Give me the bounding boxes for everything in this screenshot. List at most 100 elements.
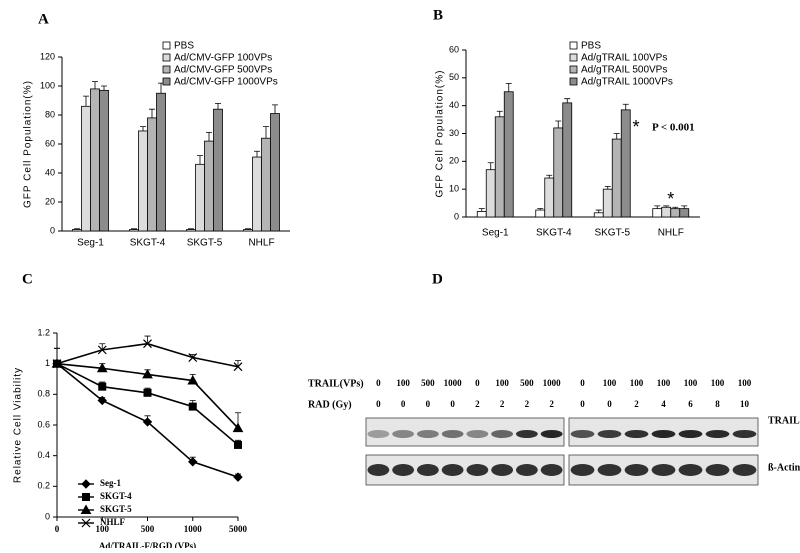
data-point [98,382,107,391]
lane-label: 2 [525,399,530,409]
band [705,430,730,438]
band [732,464,757,476]
lane-label: 0 [401,399,406,409]
lane-label: 100 [657,378,671,388]
bar [593,212,604,218]
band [624,430,649,438]
legend-swatch [569,77,578,86]
lane-label: 100 [630,378,644,388]
x-tick-label: SKGT-4 [536,228,572,239]
y-tick-label: 0 [50,225,55,235]
legend-label: PBS [581,41,601,52]
lane-label: 0 [426,399,431,409]
bar [99,89,109,232]
y-tick-label: 50 [449,72,459,82]
bar [156,92,166,232]
data-point [142,368,153,379]
error-bar [74,228,80,230]
error-bar [505,83,512,92]
error-bar [496,110,503,117]
bar [90,88,100,232]
lane-label: 2 [634,399,639,409]
data-point [187,375,199,385]
panel-letter: D [432,271,443,287]
legend-swatch [162,65,171,74]
legend-swatch [569,41,578,50]
row-label: TRAIL(VPs) [308,378,364,389]
legend-label: Ad/gTRAIL 1000VPs [581,77,673,88]
y-tick-label: 0 [45,511,50,521]
bar [213,108,223,232]
y-tick-label: 40 [449,100,459,110]
bar [261,137,271,232]
band [416,464,439,476]
lane-label: 8 [715,399,720,409]
y-tick-label: 20 [45,196,55,206]
panel-letter: B [433,7,443,23]
y-tick-label: 30 [449,128,459,138]
error-bar [206,132,212,142]
error-bar [546,174,553,179]
y-tick-label: 10 [449,184,459,194]
error-bar [215,103,221,110]
data-point [188,402,197,411]
band [705,464,730,476]
data-point [97,345,107,355]
y-tick-label: 60 [45,138,55,148]
y-tick-label: 0 [454,211,459,221]
error-bar [613,133,620,140]
panel-letter: A [38,11,49,27]
band [678,430,703,438]
bar [72,229,82,232]
x-tick-label: 5000 [229,524,248,534]
band [515,464,538,476]
lane-label: 2 [500,399,505,409]
significance-marker: * [632,117,639,137]
band [570,430,595,438]
band [597,464,622,476]
legend-label: Ad/CMV-GFP 1000VPs [174,77,278,88]
band [441,464,464,476]
bar [138,130,148,232]
bar [485,169,496,218]
bar [611,138,622,218]
bar [670,208,681,218]
lane-label: 2 [475,399,480,409]
bar [494,116,505,218]
x-axis-label: Ad/TRAIL-F/RGD (VPs) [99,541,196,548]
band [392,430,415,438]
error-bar [272,104,278,114]
error-bar [537,208,544,211]
x-tick-label: 0 [55,524,60,534]
legend-label: Seg-1 [100,478,121,488]
band [678,464,703,476]
error-bar [681,205,688,209]
error-bar [245,228,251,230]
lane-label: 0 [580,378,585,388]
bar [81,105,91,232]
error-bar [254,150,260,158]
data-point [52,359,62,369]
x-tick-label: SKGT-4 [130,238,166,249]
bar [270,113,280,232]
lane-label: 1000 [444,378,463,388]
significance-marker: * [667,189,674,209]
lane-label: 100 [396,378,410,388]
error-bar [144,335,151,344]
band-label: TRAIL [768,415,800,426]
data-point [233,362,243,372]
legend-marker [81,518,91,528]
band [624,464,649,476]
bar [652,208,663,218]
x-tick-label: Seg-1 [482,228,509,239]
lane-label: 1000 [543,378,562,388]
bar [544,177,555,218]
bar [243,229,253,232]
lane-label: 4 [661,399,666,409]
data-point [143,339,152,349]
data-point [188,457,198,467]
data-point [97,395,107,406]
lane-label: 0 [607,399,612,409]
error-bar [149,108,155,118]
lane-label: 100 [738,378,752,388]
